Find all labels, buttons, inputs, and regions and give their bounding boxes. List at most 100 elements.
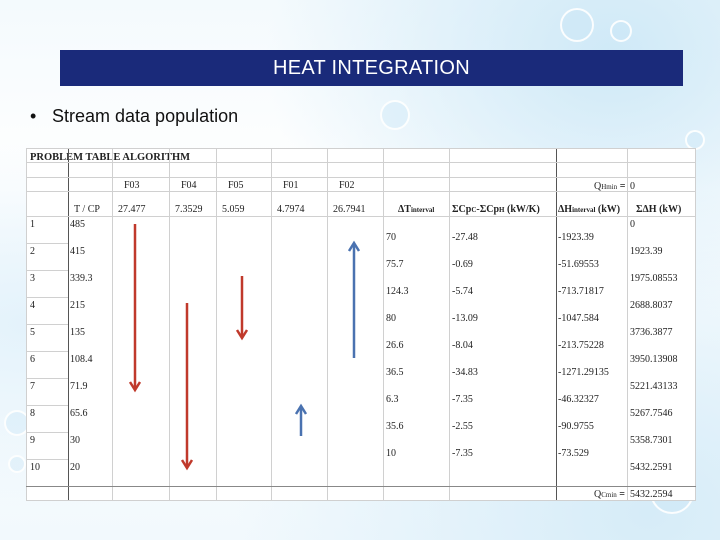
grid-vline — [695, 148, 696, 500]
grid-vline — [271, 148, 272, 500]
col-header-cp: ΣCpC-ΣCpH (kW/K) — [452, 204, 540, 215]
grid-hline — [26, 243, 68, 244]
grid-hline — [26, 148, 696, 149]
interval-cp: -27.48 — [452, 232, 478, 243]
cumulative-heat: 5221.43133 — [630, 381, 678, 392]
interval-dh: -1271.29135 — [558, 367, 609, 378]
interval-dt: 10 — [386, 448, 396, 459]
cumulative-heat: 1923.39 — [630, 246, 663, 257]
grid-hline — [26, 177, 696, 178]
interval-dt: 35.6 — [386, 421, 404, 432]
stream-cp: 26.7941 — [333, 204, 366, 215]
cumulative-heat: 0 — [630, 219, 635, 230]
col-header-dh: ΔHinterval (kW) — [558, 204, 621, 215]
grid-hline — [26, 297, 68, 298]
cumulative-heat: 2688.8037 — [630, 300, 673, 311]
row-index: 7 — [30, 381, 35, 392]
q-cmin-value: 5432.2594 — [630, 489, 673, 500]
grid-vline — [627, 148, 628, 500]
interval-dh: -1923.39 — [558, 232, 594, 243]
col-header-sum: ΣΔH (kW) — [636, 204, 682, 215]
stream-name: F04 — [181, 180, 197, 191]
interval-dt: 6.3 — [386, 394, 399, 405]
cumulative-heat: 3736.3877 — [630, 327, 673, 338]
bullet-marker: • — [30, 106, 37, 126]
interval-dt: 80 — [386, 313, 396, 324]
decorative-bubble — [8, 455, 26, 473]
col-header-dt: ΔTinterval — [398, 204, 435, 215]
cold-stream-arrow-f02 — [347, 240, 361, 358]
interval-dt: 26.6 — [386, 340, 404, 351]
row-temperature: 71.9 — [70, 381, 88, 392]
grid-vline — [216, 148, 217, 500]
stream-cp: 4.7974 — [277, 204, 305, 215]
cumulative-heat: 5358.7301 — [630, 435, 673, 446]
decorative-bubble — [610, 20, 632, 42]
row-temperature: 20 — [70, 462, 80, 473]
grid-vline — [112, 148, 113, 500]
row-index: 8 — [30, 408, 35, 419]
hot-stream-arrow-f03 — [128, 224, 142, 393]
decorative-bubble — [4, 410, 30, 436]
interval-cp: -0.69 — [452, 259, 473, 270]
interval-dh: -213.75228 — [558, 340, 604, 351]
interval-cp: -2.55 — [452, 421, 473, 432]
grid-hline — [26, 191, 696, 192]
problem-table-spreadsheet: PROBLEM TABLE ALGORITHM QHmin = 0 QCmin … — [26, 148, 696, 501]
slide-title-bar: HEAT INTEGRATION — [60, 50, 683, 86]
grid-hline — [26, 486, 696, 487]
grid-hline — [26, 351, 68, 352]
row-temperature: 415 — [70, 246, 85, 257]
stream-name: F03 — [124, 180, 140, 191]
stream-arrows — [128, 224, 361, 471]
row-temperature: 339.3 — [70, 273, 93, 284]
bullet-item: • Stream data population — [30, 106, 238, 127]
stream-cp: 7.3529 — [175, 204, 203, 215]
interval-cp: -34.83 — [452, 367, 478, 378]
interval-dh: -713.71817 — [558, 286, 604, 297]
grid-vline — [327, 148, 328, 500]
grid-hline — [26, 216, 696, 217]
sheet-title: PROBLEM TABLE ALGORITHM — [30, 152, 191, 163]
grid-vline — [169, 148, 170, 500]
q-hmin-label: QHmin = — [594, 181, 626, 192]
hot-stream-arrow-f05 — [235, 276, 249, 341]
cumulative-heat: 5432.2591 — [630, 462, 673, 473]
interval-dh: -90.9755 — [558, 421, 594, 432]
q-hmin-value: 0 — [630, 181, 635, 192]
interval-dh: -1047.584 — [558, 313, 599, 324]
stream-name: F01 — [283, 180, 299, 191]
cumulative-heat: 5267.7546 — [630, 408, 673, 419]
grid-vline — [556, 148, 557, 500]
interval-cp: -13.09 — [452, 313, 478, 324]
interval-cp: -7.35 — [452, 394, 473, 405]
grid-hline — [26, 162, 696, 163]
grid-hline — [26, 270, 68, 271]
interval-dh: -73.529 — [558, 448, 589, 459]
row-index: 4 — [30, 300, 35, 311]
grid-hline — [26, 216, 68, 217]
grid-vline — [68, 148, 69, 500]
cumulative-heat: 1975.08553 — [630, 273, 678, 284]
row-index: 3 — [30, 273, 35, 284]
grid-hline — [26, 459, 68, 460]
row-temperature: 215 — [70, 300, 85, 311]
interval-cp: -5.74 — [452, 286, 473, 297]
cumulative-heat: 3950.13908 — [630, 354, 678, 365]
grid-hline — [26, 500, 696, 501]
row-temperature: 65.6 — [70, 408, 88, 419]
interval-dt: 75.7 — [386, 259, 404, 270]
row-index: 9 — [30, 435, 35, 446]
hot-stream-arrow-f04 — [180, 303, 194, 471]
row-index: 6 — [30, 354, 35, 365]
row-temperature: 108.4 — [70, 354, 93, 365]
decorative-bubble — [560, 8, 594, 42]
row-index: 2 — [30, 246, 35, 257]
interval-dh: -51.69553 — [558, 259, 599, 270]
interval-cp: -8.04 — [452, 340, 473, 351]
row-index: 10 — [30, 462, 40, 473]
row-index: 1 — [30, 219, 35, 230]
grid-hline — [26, 432, 68, 433]
decorative-bubble — [380, 100, 410, 130]
row-index: 5 — [30, 327, 35, 338]
